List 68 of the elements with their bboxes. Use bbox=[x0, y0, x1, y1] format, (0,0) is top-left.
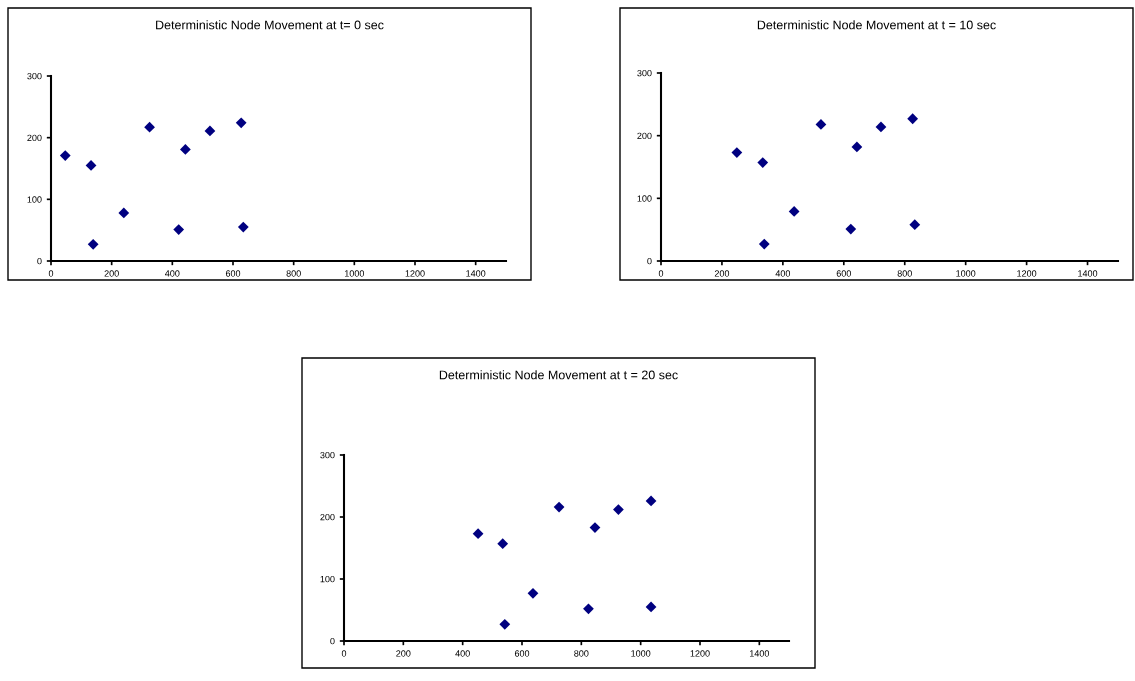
point bbox=[553, 501, 565, 513]
x-tick-label: 1000 bbox=[956, 270, 976, 277]
point bbox=[645, 495, 657, 507]
point bbox=[87, 238, 99, 250]
x-tick-label: 1000 bbox=[631, 650, 651, 657]
x-tick-label: 400 bbox=[165, 270, 180, 277]
y-tick-label: 200 bbox=[27, 134, 42, 142]
point bbox=[173, 224, 185, 235]
x-tick-label: 1400 bbox=[1078, 270, 1098, 277]
point bbox=[845, 223, 857, 235]
x-tick-label: 400 bbox=[775, 270, 791, 277]
point bbox=[757, 157, 769, 168]
point bbox=[613, 504, 624, 515]
point bbox=[235, 117, 247, 129]
y-tick-label: 300 bbox=[637, 69, 652, 77]
chart-title: Deterministic Node Movement at t = 10 sec bbox=[757, 20, 996, 30]
y-tick-label: 0 bbox=[647, 257, 652, 265]
x-tick-label: 1200 bbox=[1017, 270, 1037, 277]
y-tick-label: 200 bbox=[320, 513, 335, 521]
x-tick-label: 0 bbox=[48, 270, 54, 277]
point bbox=[875, 121, 887, 133]
x-tick-label: 800 bbox=[897, 270, 912, 277]
x-tick-label: 600 bbox=[836, 270, 851, 277]
point bbox=[85, 160, 97, 171]
x-tick-label: 0 bbox=[658, 270, 664, 277]
x-tick-label: 1000 bbox=[344, 270, 365, 277]
x-tick-label: 600 bbox=[225, 270, 241, 277]
point bbox=[204, 125, 216, 137]
point bbox=[144, 121, 155, 133]
x-tick-label: 200 bbox=[104, 270, 119, 277]
point bbox=[472, 528, 484, 540]
y-tick-label: 0 bbox=[330, 637, 335, 645]
y-tick-label: 300 bbox=[320, 451, 335, 459]
x-tick-label: 800 bbox=[286, 270, 301, 277]
x-tick-label: 1200 bbox=[405, 270, 425, 277]
x-tick-label: 1400 bbox=[749, 650, 770, 657]
point bbox=[499, 618, 511, 630]
point bbox=[59, 150, 71, 161]
point bbox=[851, 141, 863, 153]
point bbox=[237, 221, 249, 233]
point bbox=[180, 144, 191, 155]
point bbox=[583, 603, 594, 615]
x-tick-label: 400 bbox=[455, 650, 470, 657]
point bbox=[497, 538, 509, 550]
point bbox=[527, 587, 539, 599]
point bbox=[758, 238, 770, 250]
y-tick-label: 300 bbox=[27, 72, 42, 80]
chart-title: Deterministic Node Movement at t= 0 sec bbox=[156, 20, 384, 30]
y-tick-label: 100 bbox=[27, 196, 42, 203]
x-tick-label: 800 bbox=[574, 650, 589, 657]
x-tick-label: 0 bbox=[341, 650, 347, 657]
y-tick-label: 100 bbox=[637, 195, 652, 202]
chart-title: Deterministic Node Movement at t = 20 sec bbox=[439, 370, 678, 380]
point bbox=[815, 119, 827, 130]
x-tick-label: 1400 bbox=[466, 270, 486, 277]
x-tick-label: 200 bbox=[714, 270, 730, 277]
point bbox=[645, 601, 657, 613]
y-tick-label: 100 bbox=[320, 575, 335, 583]
point bbox=[731, 147, 743, 158]
x-tick-label: 200 bbox=[396, 650, 411, 657]
y-tick-label: 0 bbox=[37, 257, 42, 265]
y-tick-label: 200 bbox=[637, 132, 652, 140]
point bbox=[909, 219, 921, 231]
point bbox=[118, 207, 130, 219]
point bbox=[788, 206, 800, 217]
point bbox=[907, 113, 919, 125]
x-tick-label: 1200 bbox=[690, 650, 710, 657]
x-tick-label: 600 bbox=[514, 650, 530, 657]
